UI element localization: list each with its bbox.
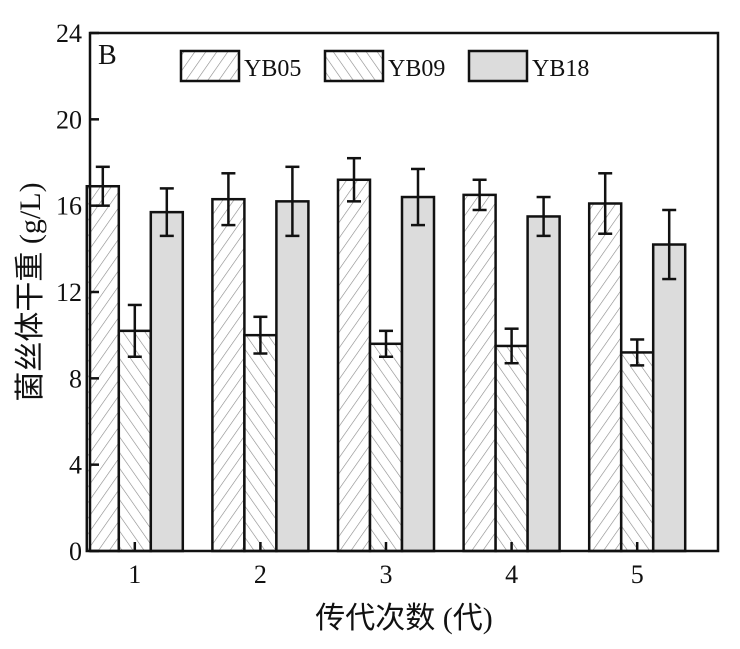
legend-label: YB05 [244, 56, 301, 82]
bar-yb09-gen-3 [368, 342, 404, 553]
y-tick-label: 8 [69, 364, 82, 393]
bar-yb09-gen-2 [243, 333, 278, 553]
legend: YB05 YB09 YB18 [179, 49, 589, 83]
bar-yb18-gen-3 [400, 195, 436, 553]
bar-yb09-gen-4 [494, 344, 529, 553]
legend-swatch-yb09 [323, 49, 385, 83]
y-tick-label: 12 [56, 278, 82, 307]
bar-yb18-gen-2 [275, 200, 310, 553]
y-tick-label: 16 [56, 192, 82, 221]
panel-label: B [98, 40, 117, 71]
bar-yb09-gen-5 [619, 351, 655, 553]
x-tick-label: 3 [380, 560, 393, 589]
x-tick-label: 5 [631, 560, 644, 589]
bar-yb05-gen-1 [85, 184, 121, 553]
x-tick-label: 2 [254, 560, 267, 589]
y-tick-label: 24 [56, 19, 82, 48]
x-tick-label: 1 [128, 560, 141, 589]
bar-yb05-gen-3 [336, 178, 372, 553]
y-tick-label: 20 [56, 105, 82, 134]
y-tick-label: 4 [69, 451, 82, 480]
x-tick-label: 4 [505, 560, 518, 589]
bar-yb18-gen-5 [651, 243, 687, 553]
x-axis-label: 传代次数 (代) [315, 602, 492, 635]
bar-yb09-gen-1 [117, 329, 153, 553]
bar-yb05-gen-2 [211, 197, 246, 553]
legend-label: YB18 [532, 56, 589, 82]
bar-yb18-gen-1 [149, 210, 185, 553]
bar-yb05-gen-5 [587, 202, 623, 553]
bar-yb18-gen-4 [526, 215, 561, 553]
legend-swatch-yb18 [467, 49, 529, 83]
legend-swatch-yb05 [179, 49, 241, 83]
bar-yb05-gen-4 [462, 193, 497, 553]
legend-label: YB09 [388, 56, 445, 82]
y-tick-label: 0 [69, 537, 82, 566]
y-axis-label: 菌丝体干重 (g/L) [14, 182, 47, 401]
